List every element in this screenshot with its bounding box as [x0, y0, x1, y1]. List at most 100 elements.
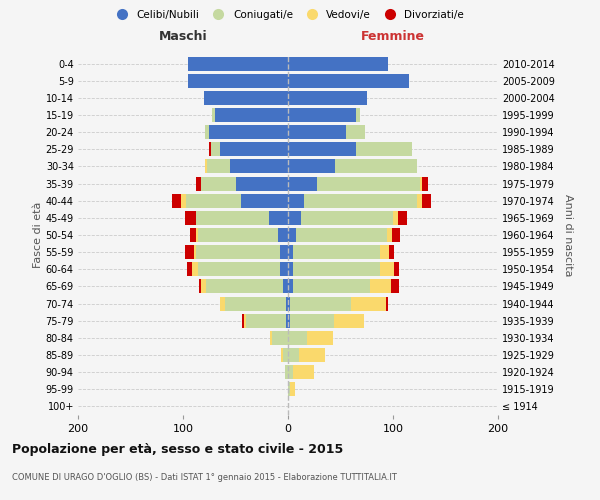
Bar: [288, 365, 293, 379]
Bar: [246, 314, 286, 328]
Bar: [188, 56, 288, 70]
Bar: [269, 211, 288, 225]
Bar: [398, 211, 407, 225]
Bar: [280, 245, 288, 259]
Bar: [380, 262, 394, 276]
Bar: [335, 160, 417, 173]
Bar: [185, 211, 196, 225]
Bar: [207, 160, 230, 173]
Bar: [201, 176, 235, 190]
Bar: [422, 176, 428, 190]
Bar: [288, 125, 346, 139]
Bar: [188, 74, 288, 88]
Bar: [196, 245, 280, 259]
Bar: [288, 74, 409, 88]
Bar: [356, 142, 412, 156]
Bar: [387, 228, 392, 242]
Bar: [212, 108, 215, 122]
Bar: [288, 348, 299, 362]
Bar: [293, 262, 380, 276]
Bar: [277, 228, 288, 242]
Bar: [301, 211, 393, 225]
Bar: [230, 160, 288, 173]
Bar: [288, 296, 290, 310]
Bar: [417, 194, 422, 207]
Bar: [293, 365, 314, 379]
Bar: [391, 280, 400, 293]
Bar: [288, 314, 290, 328]
Bar: [225, 296, 286, 310]
Bar: [201, 280, 206, 293]
Bar: [186, 194, 241, 207]
Bar: [286, 314, 288, 328]
Bar: [293, 245, 380, 259]
Bar: [290, 296, 351, 310]
Bar: [386, 296, 388, 310]
Bar: [394, 262, 400, 276]
Bar: [299, 348, 325, 362]
Bar: [206, 280, 283, 293]
Bar: [290, 314, 334, 328]
Bar: [196, 176, 201, 190]
Bar: [288, 91, 367, 105]
Bar: [288, 142, 356, 156]
Bar: [288, 280, 293, 293]
Bar: [272, 331, 288, 345]
Bar: [190, 228, 196, 242]
Bar: [242, 314, 244, 328]
Bar: [198, 228, 277, 242]
Bar: [286, 296, 288, 310]
Legend: Celibi/Nubili, Coniugati/e, Vedovi/e, Divorziati/e: Celibi/Nubili, Coniugati/e, Vedovi/e, Di…: [110, 8, 466, 22]
Bar: [317, 176, 420, 190]
Bar: [288, 56, 388, 70]
Bar: [288, 176, 317, 190]
Bar: [285, 365, 288, 379]
Bar: [296, 228, 387, 242]
Text: Maschi: Maschi: [158, 30, 208, 43]
Bar: [334, 314, 364, 328]
Bar: [293, 280, 370, 293]
Bar: [199, 280, 201, 293]
Y-axis label: Fasce di età: Fasce di età: [32, 202, 43, 268]
Text: COMUNE DI URAGO D'OGLIO (BS) - Dati ISTAT 1° gennaio 2015 - Elaborazione TUTTITA: COMUNE DI URAGO D'OGLIO (BS) - Dati ISTA…: [12, 472, 397, 482]
Bar: [288, 211, 301, 225]
Bar: [421, 176, 422, 190]
Bar: [304, 194, 417, 207]
Bar: [270, 331, 272, 345]
Bar: [283, 280, 288, 293]
Bar: [204, 91, 288, 105]
Bar: [393, 211, 398, 225]
Bar: [288, 108, 356, 122]
Bar: [346, 125, 365, 139]
Bar: [196, 228, 198, 242]
Bar: [392, 228, 400, 242]
Text: Popolazione per età, sesso e stato civile - 2015: Popolazione per età, sesso e stato civil…: [12, 442, 343, 456]
Bar: [422, 194, 431, 207]
Bar: [205, 125, 209, 139]
Bar: [288, 382, 290, 396]
Bar: [173, 194, 181, 207]
Text: Femmine: Femmine: [361, 30, 425, 43]
Bar: [288, 245, 293, 259]
Bar: [389, 245, 394, 259]
Bar: [215, 108, 288, 122]
Bar: [185, 245, 193, 259]
Bar: [380, 245, 389, 259]
Bar: [288, 160, 335, 173]
Bar: [370, 280, 391, 293]
Bar: [187, 262, 193, 276]
Bar: [198, 262, 280, 276]
Y-axis label: Anni di nascita: Anni di nascita: [563, 194, 574, 276]
Bar: [356, 108, 361, 122]
Bar: [288, 194, 304, 207]
Bar: [211, 142, 220, 156]
Bar: [193, 262, 198, 276]
Bar: [220, 296, 225, 310]
Bar: [288, 228, 296, 242]
Bar: [181, 194, 186, 207]
Bar: [244, 314, 246, 328]
Bar: [241, 194, 288, 207]
Bar: [288, 262, 293, 276]
Bar: [288, 331, 307, 345]
Bar: [209, 142, 211, 156]
